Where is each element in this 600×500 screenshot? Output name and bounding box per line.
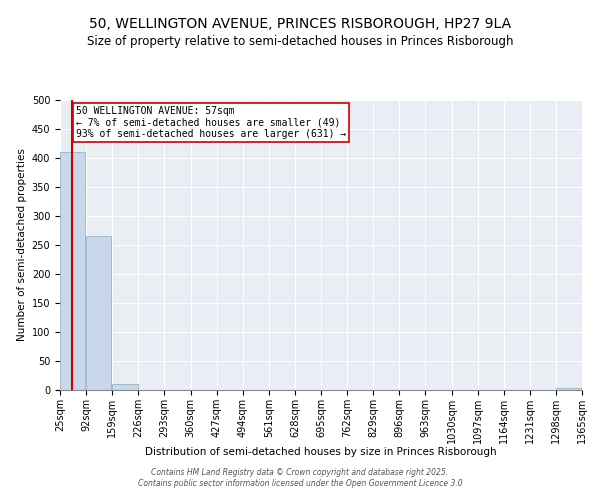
Text: Size of property relative to semi-detached houses in Princes Risborough: Size of property relative to semi-detach… bbox=[87, 35, 513, 48]
Text: Contains HM Land Registry data © Crown copyright and database right 2025.
Contai: Contains HM Land Registry data © Crown c… bbox=[137, 468, 463, 487]
X-axis label: Distribution of semi-detached houses by size in Princes Risborough: Distribution of semi-detached houses by … bbox=[145, 447, 497, 457]
Bar bbox=[60, 152, 85, 390]
Bar bbox=[112, 384, 137, 390]
Bar bbox=[556, 388, 581, 390]
Text: 50 WELLINGTON AVENUE: 57sqm
← 7% of semi-detached houses are smaller (49)
93% of: 50 WELLINGTON AVENUE: 57sqm ← 7% of semi… bbox=[76, 106, 346, 139]
Bar bbox=[86, 236, 112, 390]
Text: 50, WELLINGTON AVENUE, PRINCES RISBOROUGH, HP27 9LA: 50, WELLINGTON AVENUE, PRINCES RISBOROUG… bbox=[89, 18, 511, 32]
Y-axis label: Number of semi-detached properties: Number of semi-detached properties bbox=[17, 148, 28, 342]
